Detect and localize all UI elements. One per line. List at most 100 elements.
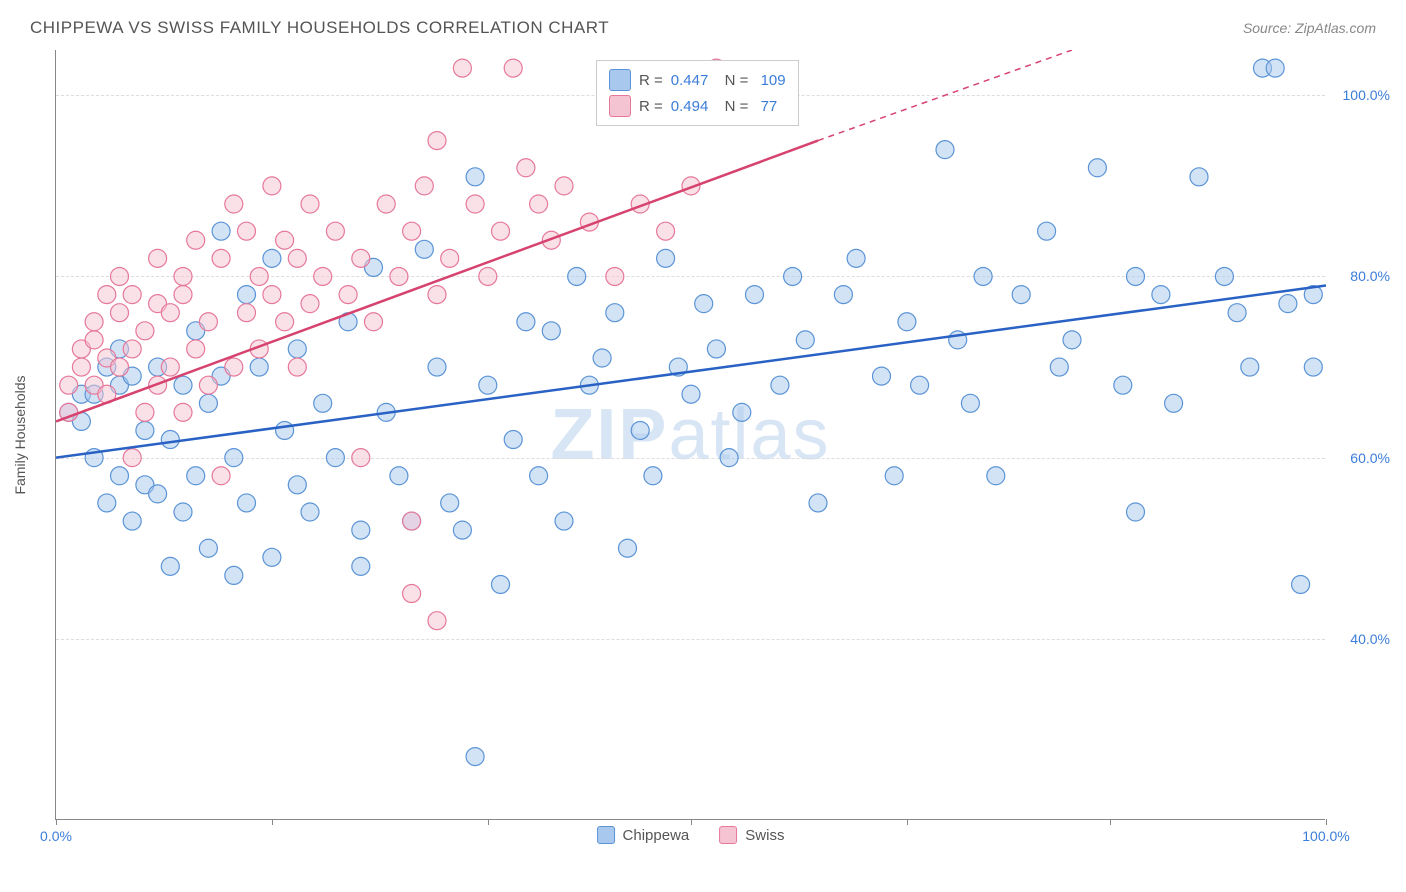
data-point	[123, 449, 141, 467]
data-point	[504, 59, 522, 77]
data-point	[85, 331, 103, 349]
data-point	[631, 421, 649, 439]
legend-swatch	[597, 826, 615, 844]
x-tick-label: 0.0%	[40, 828, 72, 844]
data-point	[352, 557, 370, 575]
data-point	[873, 367, 891, 385]
data-point	[123, 512, 141, 530]
data-point	[199, 376, 217, 394]
data-point	[466, 748, 484, 766]
data-point	[606, 304, 624, 322]
data-point	[111, 304, 129, 322]
data-point	[428, 132, 446, 150]
legend-r-label: R =	[639, 72, 663, 89]
legend-swatch	[719, 826, 737, 844]
data-point	[644, 467, 662, 485]
data-point	[238, 494, 256, 512]
data-point	[390, 467, 408, 485]
data-point	[707, 340, 725, 358]
data-point	[517, 313, 535, 331]
data-point	[593, 349, 611, 367]
series-legend: ChippewaSwiss	[597, 826, 785, 844]
data-point	[1228, 304, 1246, 322]
y-axis-label: Family Households	[12, 375, 28, 494]
data-point	[288, 340, 306, 358]
data-point	[441, 249, 459, 267]
data-point	[1152, 286, 1170, 304]
data-point	[479, 267, 497, 285]
data-point	[263, 177, 281, 195]
data-point	[187, 467, 205, 485]
data-point	[314, 267, 332, 285]
data-point	[415, 240, 433, 258]
legend-n-value: 77	[756, 98, 777, 115]
data-point	[276, 231, 294, 249]
data-point	[199, 539, 217, 557]
stats-legend: R = 0.447 N = 109R = 0.494 N = 77	[596, 60, 799, 126]
data-point	[1292, 575, 1310, 593]
source-label: Source: ZipAtlas.com	[1243, 20, 1376, 36]
data-point	[1279, 295, 1297, 313]
data-point	[1241, 358, 1259, 376]
scatter-plot-svg	[56, 50, 1326, 820]
data-point	[136, 403, 154, 421]
data-point	[123, 340, 141, 358]
data-point	[174, 403, 192, 421]
data-point	[149, 249, 167, 267]
data-point	[288, 358, 306, 376]
x-tick-mark	[272, 819, 273, 825]
x-tick-mark	[691, 819, 692, 825]
stats-legend-row: R = 0.447 N = 109	[609, 67, 786, 93]
data-point	[199, 394, 217, 412]
data-point	[225, 566, 243, 584]
data-point	[1038, 222, 1056, 240]
data-point	[250, 358, 268, 376]
data-point	[225, 358, 243, 376]
data-point	[428, 286, 446, 304]
x-tick-mark	[1326, 819, 1327, 825]
data-point	[161, 557, 179, 575]
data-point	[1165, 394, 1183, 412]
data-point	[276, 313, 294, 331]
data-point	[466, 195, 484, 213]
data-point	[161, 431, 179, 449]
data-point	[403, 585, 421, 603]
data-point	[530, 467, 548, 485]
data-point	[238, 304, 256, 322]
data-point	[746, 286, 764, 304]
data-point	[136, 322, 154, 340]
data-point	[606, 267, 624, 285]
plot-area: ZIPatlas 40.0%60.0%80.0%100.0% R = 0.447…	[55, 50, 1325, 820]
data-point	[428, 358, 446, 376]
x-tick-mark	[488, 819, 489, 825]
data-point	[288, 476, 306, 494]
data-point	[85, 313, 103, 331]
data-point	[403, 222, 421, 240]
data-point	[365, 313, 383, 331]
data-point	[174, 267, 192, 285]
data-point	[453, 59, 471, 77]
data-point	[288, 249, 306, 267]
data-point	[619, 539, 637, 557]
data-point	[326, 222, 344, 240]
data-point	[225, 449, 243, 467]
data-point	[517, 159, 535, 177]
data-point	[301, 195, 319, 213]
data-point	[479, 376, 497, 394]
data-point	[796, 331, 814, 349]
data-point	[1304, 358, 1322, 376]
data-point	[555, 177, 573, 195]
data-point	[187, 340, 205, 358]
data-point	[492, 575, 510, 593]
legend-swatch	[609, 69, 631, 91]
data-point	[453, 521, 471, 539]
data-point	[1190, 168, 1208, 186]
data-point	[212, 467, 230, 485]
data-point	[695, 295, 713, 313]
data-point	[123, 286, 141, 304]
y-tick-label: 80.0%	[1350, 268, 1390, 284]
data-point	[72, 358, 90, 376]
stats-legend-row: R = 0.494 N = 77	[609, 93, 786, 119]
trend-line-dashed	[818, 50, 1072, 141]
data-point	[301, 295, 319, 313]
